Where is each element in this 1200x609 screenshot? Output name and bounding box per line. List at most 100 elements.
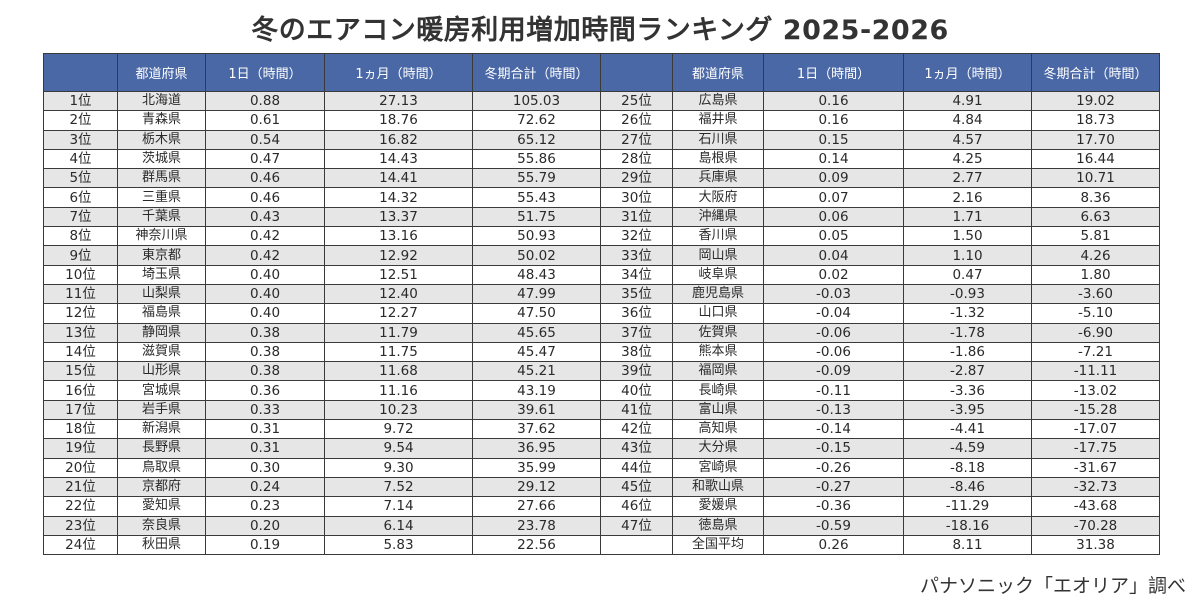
- monthly-cell: -3.95: [903, 399, 1032, 421]
- table-row: 8位 神奈川県 0.42 13.16 50.93 32位 香川県 0.05 1.50 5.81: [43, 226, 1160, 247]
- header-prefecture: 都道府県: [117, 53, 206, 92]
- winter-total-cell: 6.63: [1031, 206, 1160, 228]
- monthly-cell: 13.16: [324, 226, 473, 247]
- winter-total-cell: 39.61: [472, 399, 601, 421]
- daily-cell: 0.54: [205, 129, 325, 150]
- rank-cell: 16位: [43, 380, 118, 401]
- winter-total-cell: -11.11: [1031, 361, 1160, 382]
- monthly-cell: -8.46: [903, 476, 1032, 498]
- winter-total-cell: 22.56: [472, 534, 601, 556]
- winter-total-cell: 29.12: [472, 476, 601, 498]
- monthly-cell: 12.51: [324, 264, 473, 285]
- daily-cell: 0.20: [205, 515, 325, 536]
- prefecture-cell: 岐阜県: [672, 264, 764, 285]
- monthly-cell: 11.16: [324, 380, 473, 401]
- prefecture-cell: 和歌山県: [672, 476, 764, 498]
- monthly-cell: 14.41: [324, 168, 473, 189]
- winter-total-cell: 16.44: [1031, 148, 1160, 170]
- table-row: 9位 東京都 0.42 12.92 50.02 33位 岡山県 0.04 1.10 4.26: [43, 245, 1160, 266]
- table-row: 24位 秋田県 0.19 5.83 22.56 全国平均 0.26 8.11 31.38: [43, 534, 1160, 556]
- winter-total-cell: 50.02: [472, 245, 601, 266]
- winter-total-cell: 31.38: [1031, 534, 1160, 556]
- monthly-cell: 4.91: [903, 90, 1032, 112]
- table-row: 16位 宮城県 0.36 11.16 43.19 40位 長崎県 -0.11 -3.36 -13.…: [43, 380, 1160, 401]
- rank-cell: 3位: [43, 129, 118, 150]
- rank-cell: 33位: [600, 245, 673, 266]
- monthly-cell: 7.52: [324, 476, 473, 498]
- prefecture-cell: 山口県: [672, 303, 764, 324]
- rank-cell: 38位: [600, 341, 673, 363]
- winter-total-cell: 45.21: [472, 361, 601, 382]
- rank-cell: 21位: [43, 476, 118, 498]
- table-row: 14位 滋賀県 0.38 11.75 45.47 38位 熊本県 -0.06 -1.86 -7.2…: [43, 341, 1160, 363]
- daily-cell: 0.23: [205, 496, 325, 517]
- monthly-cell: -2.87: [903, 361, 1032, 382]
- prefecture-cell: 島根県: [672, 148, 764, 170]
- table-row: 23位 奈良県 0.20 6.14 23.78 47位 徳島県 -0.59 -18.16 -70.…: [43, 515, 1160, 536]
- table-header-row: 都道府県 1日（時間） 1ヵ月（時間） 冬期合計（時間） 都道府県 1日（時間）…: [43, 53, 1160, 92]
- winter-total-cell: -5.10: [1031, 303, 1160, 324]
- winter-total-cell: 4.26: [1031, 245, 1160, 266]
- daily-cell: 0.30: [205, 457, 325, 478]
- table-row: 20位 鳥取県 0.30 9.30 35.99 44位 宮崎県 -0.26 -8.18 -31.6…: [43, 457, 1160, 478]
- daily-cell: 0.26: [763, 534, 904, 556]
- rank-cell: 25位: [600, 90, 673, 112]
- prefecture-cell: 三重県: [117, 187, 206, 208]
- prefecture-cell: 大阪府: [672, 187, 764, 208]
- prefecture-cell: 佐賀県: [672, 322, 764, 343]
- winter-total-cell: 47.99: [472, 283, 601, 305]
- monthly-cell: -3.36: [903, 380, 1032, 401]
- rank-cell: 23位: [43, 515, 118, 536]
- rank-cell: 36位: [600, 303, 673, 324]
- daily-cell: -0.14: [763, 419, 904, 440]
- table-row: 21位 京都府 0.24 7.52 29.12 45位 和歌山県 -0.27 -8.46 -32.…: [43, 476, 1160, 498]
- prefecture-cell: 大分県: [672, 438, 764, 459]
- table-row: 18位 新潟県 0.31 9.72 37.62 42位 高知県 -0.14 -4.41 -17.0…: [43, 419, 1160, 440]
- monthly-cell: 4.57: [903, 129, 1032, 150]
- winter-total-cell: -7.21: [1031, 341, 1160, 363]
- prefecture-cell: 愛媛県: [672, 496, 764, 517]
- winter-total-cell: -17.75: [1031, 438, 1160, 459]
- table-row: 15位 山形県 0.38 11.68 45.21 39位 福岡県 -0.09 -2.87 -11.…: [43, 361, 1160, 382]
- prefecture-cell: 富山県: [672, 399, 764, 421]
- daily-cell: 0.14: [763, 148, 904, 170]
- daily-cell: 0.15: [763, 129, 904, 150]
- prefecture-cell: 東京都: [117, 245, 206, 266]
- rank-cell: 19位: [43, 438, 118, 459]
- winter-total-cell: 37.62: [472, 419, 601, 440]
- monthly-cell: 13.37: [324, 206, 473, 228]
- daily-cell: -0.11: [763, 380, 904, 401]
- winter-total-cell: 55.43: [472, 187, 601, 208]
- prefecture-cell: 新潟県: [117, 419, 206, 440]
- prefecture-cell: 熊本県: [672, 341, 764, 363]
- winter-total-cell: -13.02: [1031, 380, 1160, 401]
- monthly-cell: -1.78: [903, 322, 1032, 343]
- winter-total-cell: 19.02: [1031, 90, 1160, 112]
- monthly-cell: -18.16: [903, 515, 1032, 536]
- winter-total-cell: -6.90: [1031, 322, 1160, 343]
- daily-cell: 0.33: [205, 399, 325, 421]
- header-monthly: 1ヵ月（時間）: [903, 53, 1032, 92]
- table-row: 13位 静岡県 0.38 11.79 45.65 37位 佐賀県 -0.06 -1.78 -6.9…: [43, 322, 1160, 343]
- rank-cell: 11位: [43, 283, 118, 305]
- rank-cell: 41位: [600, 399, 673, 421]
- rank-cell: 47位: [600, 515, 673, 536]
- header-rank: [43, 53, 118, 92]
- rank-cell: 5位: [43, 168, 118, 189]
- daily-cell: -0.03: [763, 283, 904, 305]
- header-daily: 1日（時間）: [763, 53, 904, 92]
- daily-cell: -0.13: [763, 399, 904, 421]
- daily-cell: 0.38: [205, 361, 325, 382]
- prefecture-cell: 茨城県: [117, 148, 206, 170]
- prefecture-cell: 岩手県: [117, 399, 206, 421]
- monthly-cell: -11.29: [903, 496, 1032, 517]
- rank-cell: 17位: [43, 399, 118, 421]
- rank-cell: 20位: [43, 457, 118, 478]
- rank-cell: 1位: [43, 90, 118, 112]
- monthly-cell: 12.27: [324, 303, 473, 324]
- prefecture-cell: 群馬県: [117, 168, 206, 189]
- winter-total-cell: 48.43: [472, 264, 601, 285]
- monthly-cell: -0.93: [903, 283, 1032, 305]
- winter-total-cell: 47.50: [472, 303, 601, 324]
- rank-cell: 34位: [600, 264, 673, 285]
